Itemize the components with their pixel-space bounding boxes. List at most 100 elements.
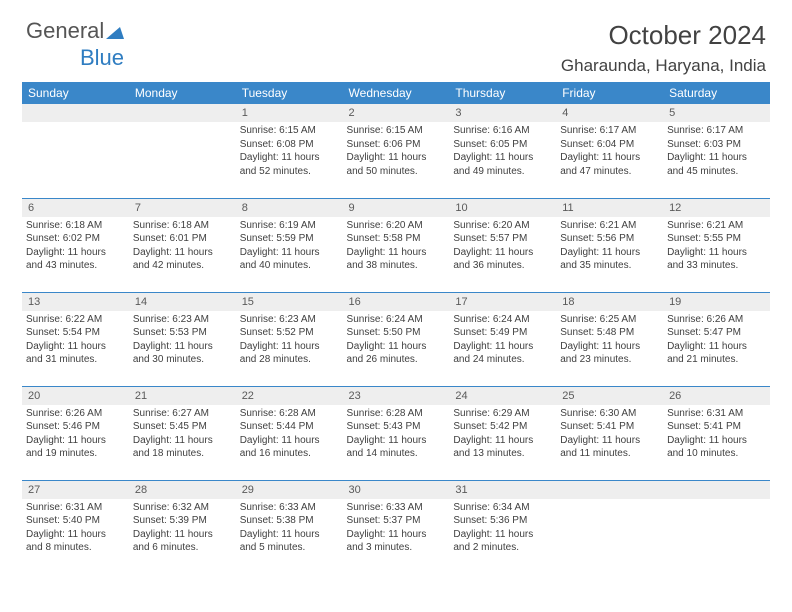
day-details: Sunrise: 6:26 AMSunset: 5:47 PMDaylight:… <box>663 311 770 371</box>
day-details: Sunrise: 6:31 AMSunset: 5:41 PMDaylight:… <box>663 405 770 465</box>
sunrise-line: Sunrise: 6:21 AM <box>560 219 659 233</box>
daylight-line: Daylight: 11 hours and 30 minutes. <box>133 340 232 367</box>
day-number: 31 <box>449 481 556 499</box>
sunset-line: Sunset: 5:41 PM <box>667 420 766 434</box>
sunrise-line: Sunrise: 6:29 AM <box>453 407 552 421</box>
sunrise-line: Sunrise: 6:23 AM <box>240 313 339 327</box>
calendar-week-row: 27Sunrise: 6:31 AMSunset: 5:40 PMDayligh… <box>22 480 770 574</box>
daylight-line: Daylight: 11 hours and 10 minutes. <box>667 434 766 461</box>
sunset-line: Sunset: 5:46 PM <box>26 420 125 434</box>
daylight-line: Daylight: 11 hours and 42 minutes. <box>133 246 232 273</box>
calendar-day-cell <box>129 104 236 198</box>
sunrise-line: Sunrise: 6:19 AM <box>240 219 339 233</box>
sunset-line: Sunset: 5:41 PM <box>560 420 659 434</box>
calendar-day-cell: 20Sunrise: 6:26 AMSunset: 5:46 PMDayligh… <box>22 386 129 480</box>
day-number: 20 <box>22 387 129 405</box>
calendar-day-cell: 6Sunrise: 6:18 AMSunset: 6:02 PMDaylight… <box>22 198 129 292</box>
day-number: 11 <box>556 199 663 217</box>
calendar-day-cell <box>663 480 770 574</box>
day-number: 15 <box>236 293 343 311</box>
calendar-day-cell: 3Sunrise: 6:16 AMSunset: 6:05 PMDaylight… <box>449 104 556 198</box>
day-number: 12 <box>663 199 770 217</box>
weekday-header: Sunday <box>22 82 129 104</box>
calendar-day-cell <box>22 104 129 198</box>
day-details: Sunrise: 6:19 AMSunset: 5:59 PMDaylight:… <box>236 217 343 277</box>
day-number <box>556 481 663 499</box>
daylight-line: Daylight: 11 hours and 11 minutes. <box>560 434 659 461</box>
sunrise-line: Sunrise: 6:23 AM <box>133 313 232 327</box>
calendar-day-cell: 16Sunrise: 6:24 AMSunset: 5:50 PMDayligh… <box>343 292 450 386</box>
sunset-line: Sunset: 5:39 PM <box>133 514 232 528</box>
sunset-line: Sunset: 5:56 PM <box>560 232 659 246</box>
day-details: Sunrise: 6:33 AMSunset: 5:38 PMDaylight:… <box>236 499 343 559</box>
daylight-line: Daylight: 11 hours and 13 minutes. <box>453 434 552 461</box>
daylight-line: Daylight: 11 hours and 52 minutes. <box>240 151 339 178</box>
calendar-week-row: 13Sunrise: 6:22 AMSunset: 5:54 PMDayligh… <box>22 292 770 386</box>
calendar-day-cell: 9Sunrise: 6:20 AMSunset: 5:58 PMDaylight… <box>343 198 450 292</box>
sunrise-line: Sunrise: 6:24 AM <box>347 313 446 327</box>
day-details: Sunrise: 6:21 AMSunset: 5:55 PMDaylight:… <box>663 217 770 277</box>
daylight-line: Daylight: 11 hours and 23 minutes. <box>560 340 659 367</box>
sunset-line: Sunset: 6:05 PM <box>453 138 552 152</box>
daylight-line: Daylight: 11 hours and 6 minutes. <box>133 528 232 555</box>
day-number: 28 <box>129 481 236 499</box>
daylight-line: Daylight: 11 hours and 18 minutes. <box>133 434 232 461</box>
sunset-line: Sunset: 6:01 PM <box>133 232 232 246</box>
calendar-day-cell: 26Sunrise: 6:31 AMSunset: 5:41 PMDayligh… <box>663 386 770 480</box>
daylight-line: Daylight: 11 hours and 43 minutes. <box>26 246 125 273</box>
day-details: Sunrise: 6:28 AMSunset: 5:44 PMDaylight:… <box>236 405 343 465</box>
sunrise-line: Sunrise: 6:17 AM <box>667 124 766 138</box>
calendar-day-cell: 23Sunrise: 6:28 AMSunset: 5:43 PMDayligh… <box>343 386 450 480</box>
day-details: Sunrise: 6:27 AMSunset: 5:45 PMDaylight:… <box>129 405 236 465</box>
sunset-line: Sunset: 5:52 PM <box>240 326 339 340</box>
sunrise-line: Sunrise: 6:34 AM <box>453 501 552 515</box>
location-subtitle: Gharaunda, Haryana, India <box>561 56 766 76</box>
calendar-day-cell: 13Sunrise: 6:22 AMSunset: 5:54 PMDayligh… <box>22 292 129 386</box>
sunset-line: Sunset: 6:04 PM <box>560 138 659 152</box>
sunset-line: Sunset: 5:36 PM <box>453 514 552 528</box>
day-details: Sunrise: 6:24 AMSunset: 5:49 PMDaylight:… <box>449 311 556 371</box>
day-details: Sunrise: 6:21 AMSunset: 5:56 PMDaylight:… <box>556 217 663 277</box>
day-number: 3 <box>449 104 556 122</box>
daylight-line: Daylight: 11 hours and 14 minutes. <box>347 434 446 461</box>
day-details: Sunrise: 6:26 AMSunset: 5:46 PMDaylight:… <box>22 405 129 465</box>
calendar-day-cell: 17Sunrise: 6:24 AMSunset: 5:49 PMDayligh… <box>449 292 556 386</box>
daylight-line: Daylight: 11 hours and 40 minutes. <box>240 246 339 273</box>
sunset-line: Sunset: 5:45 PM <box>133 420 232 434</box>
day-number: 26 <box>663 387 770 405</box>
sunset-line: Sunset: 5:42 PM <box>453 420 552 434</box>
day-number <box>663 481 770 499</box>
day-details: Sunrise: 6:33 AMSunset: 5:37 PMDaylight:… <box>343 499 450 559</box>
sunset-line: Sunset: 6:02 PM <box>26 232 125 246</box>
calendar-day-cell: 27Sunrise: 6:31 AMSunset: 5:40 PMDayligh… <box>22 480 129 574</box>
sunset-line: Sunset: 5:58 PM <box>347 232 446 246</box>
sunrise-line: Sunrise: 6:32 AM <box>133 501 232 515</box>
day-details: Sunrise: 6:18 AMSunset: 6:02 PMDaylight:… <box>22 217 129 277</box>
day-number: 17 <box>449 293 556 311</box>
calendar-day-cell: 21Sunrise: 6:27 AMSunset: 5:45 PMDayligh… <box>129 386 236 480</box>
day-details: Sunrise: 6:17 AMSunset: 6:04 PMDaylight:… <box>556 122 663 182</box>
day-details: Sunrise: 6:25 AMSunset: 5:48 PMDaylight:… <box>556 311 663 371</box>
calendar-day-cell: 2Sunrise: 6:15 AMSunset: 6:06 PMDaylight… <box>343 104 450 198</box>
day-details: Sunrise: 6:15 AMSunset: 6:08 PMDaylight:… <box>236 122 343 182</box>
sunrise-line: Sunrise: 6:16 AM <box>453 124 552 138</box>
day-number <box>22 104 129 122</box>
day-number: 18 <box>556 293 663 311</box>
daylight-line: Daylight: 11 hours and 24 minutes. <box>453 340 552 367</box>
calendar-day-cell: 12Sunrise: 6:21 AMSunset: 5:55 PMDayligh… <box>663 198 770 292</box>
sunset-line: Sunset: 5:37 PM <box>347 514 446 528</box>
sunset-line: Sunset: 5:57 PM <box>453 232 552 246</box>
sunrise-line: Sunrise: 6:31 AM <box>667 407 766 421</box>
sunset-line: Sunset: 5:59 PM <box>240 232 339 246</box>
day-number: 21 <box>129 387 236 405</box>
sunset-line: Sunset: 5:48 PM <box>560 326 659 340</box>
sunrise-line: Sunrise: 6:26 AM <box>667 313 766 327</box>
day-details: Sunrise: 6:34 AMSunset: 5:36 PMDaylight:… <box>449 499 556 559</box>
day-details: Sunrise: 6:18 AMSunset: 6:01 PMDaylight:… <box>129 217 236 277</box>
sunset-line: Sunset: 5:40 PM <box>26 514 125 528</box>
daylight-line: Daylight: 11 hours and 8 minutes. <box>26 528 125 555</box>
calendar-day-cell: 11Sunrise: 6:21 AMSunset: 5:56 PMDayligh… <box>556 198 663 292</box>
sunrise-line: Sunrise: 6:33 AM <box>240 501 339 515</box>
day-number: 29 <box>236 481 343 499</box>
calendar-day-cell: 29Sunrise: 6:33 AMSunset: 5:38 PMDayligh… <box>236 480 343 574</box>
